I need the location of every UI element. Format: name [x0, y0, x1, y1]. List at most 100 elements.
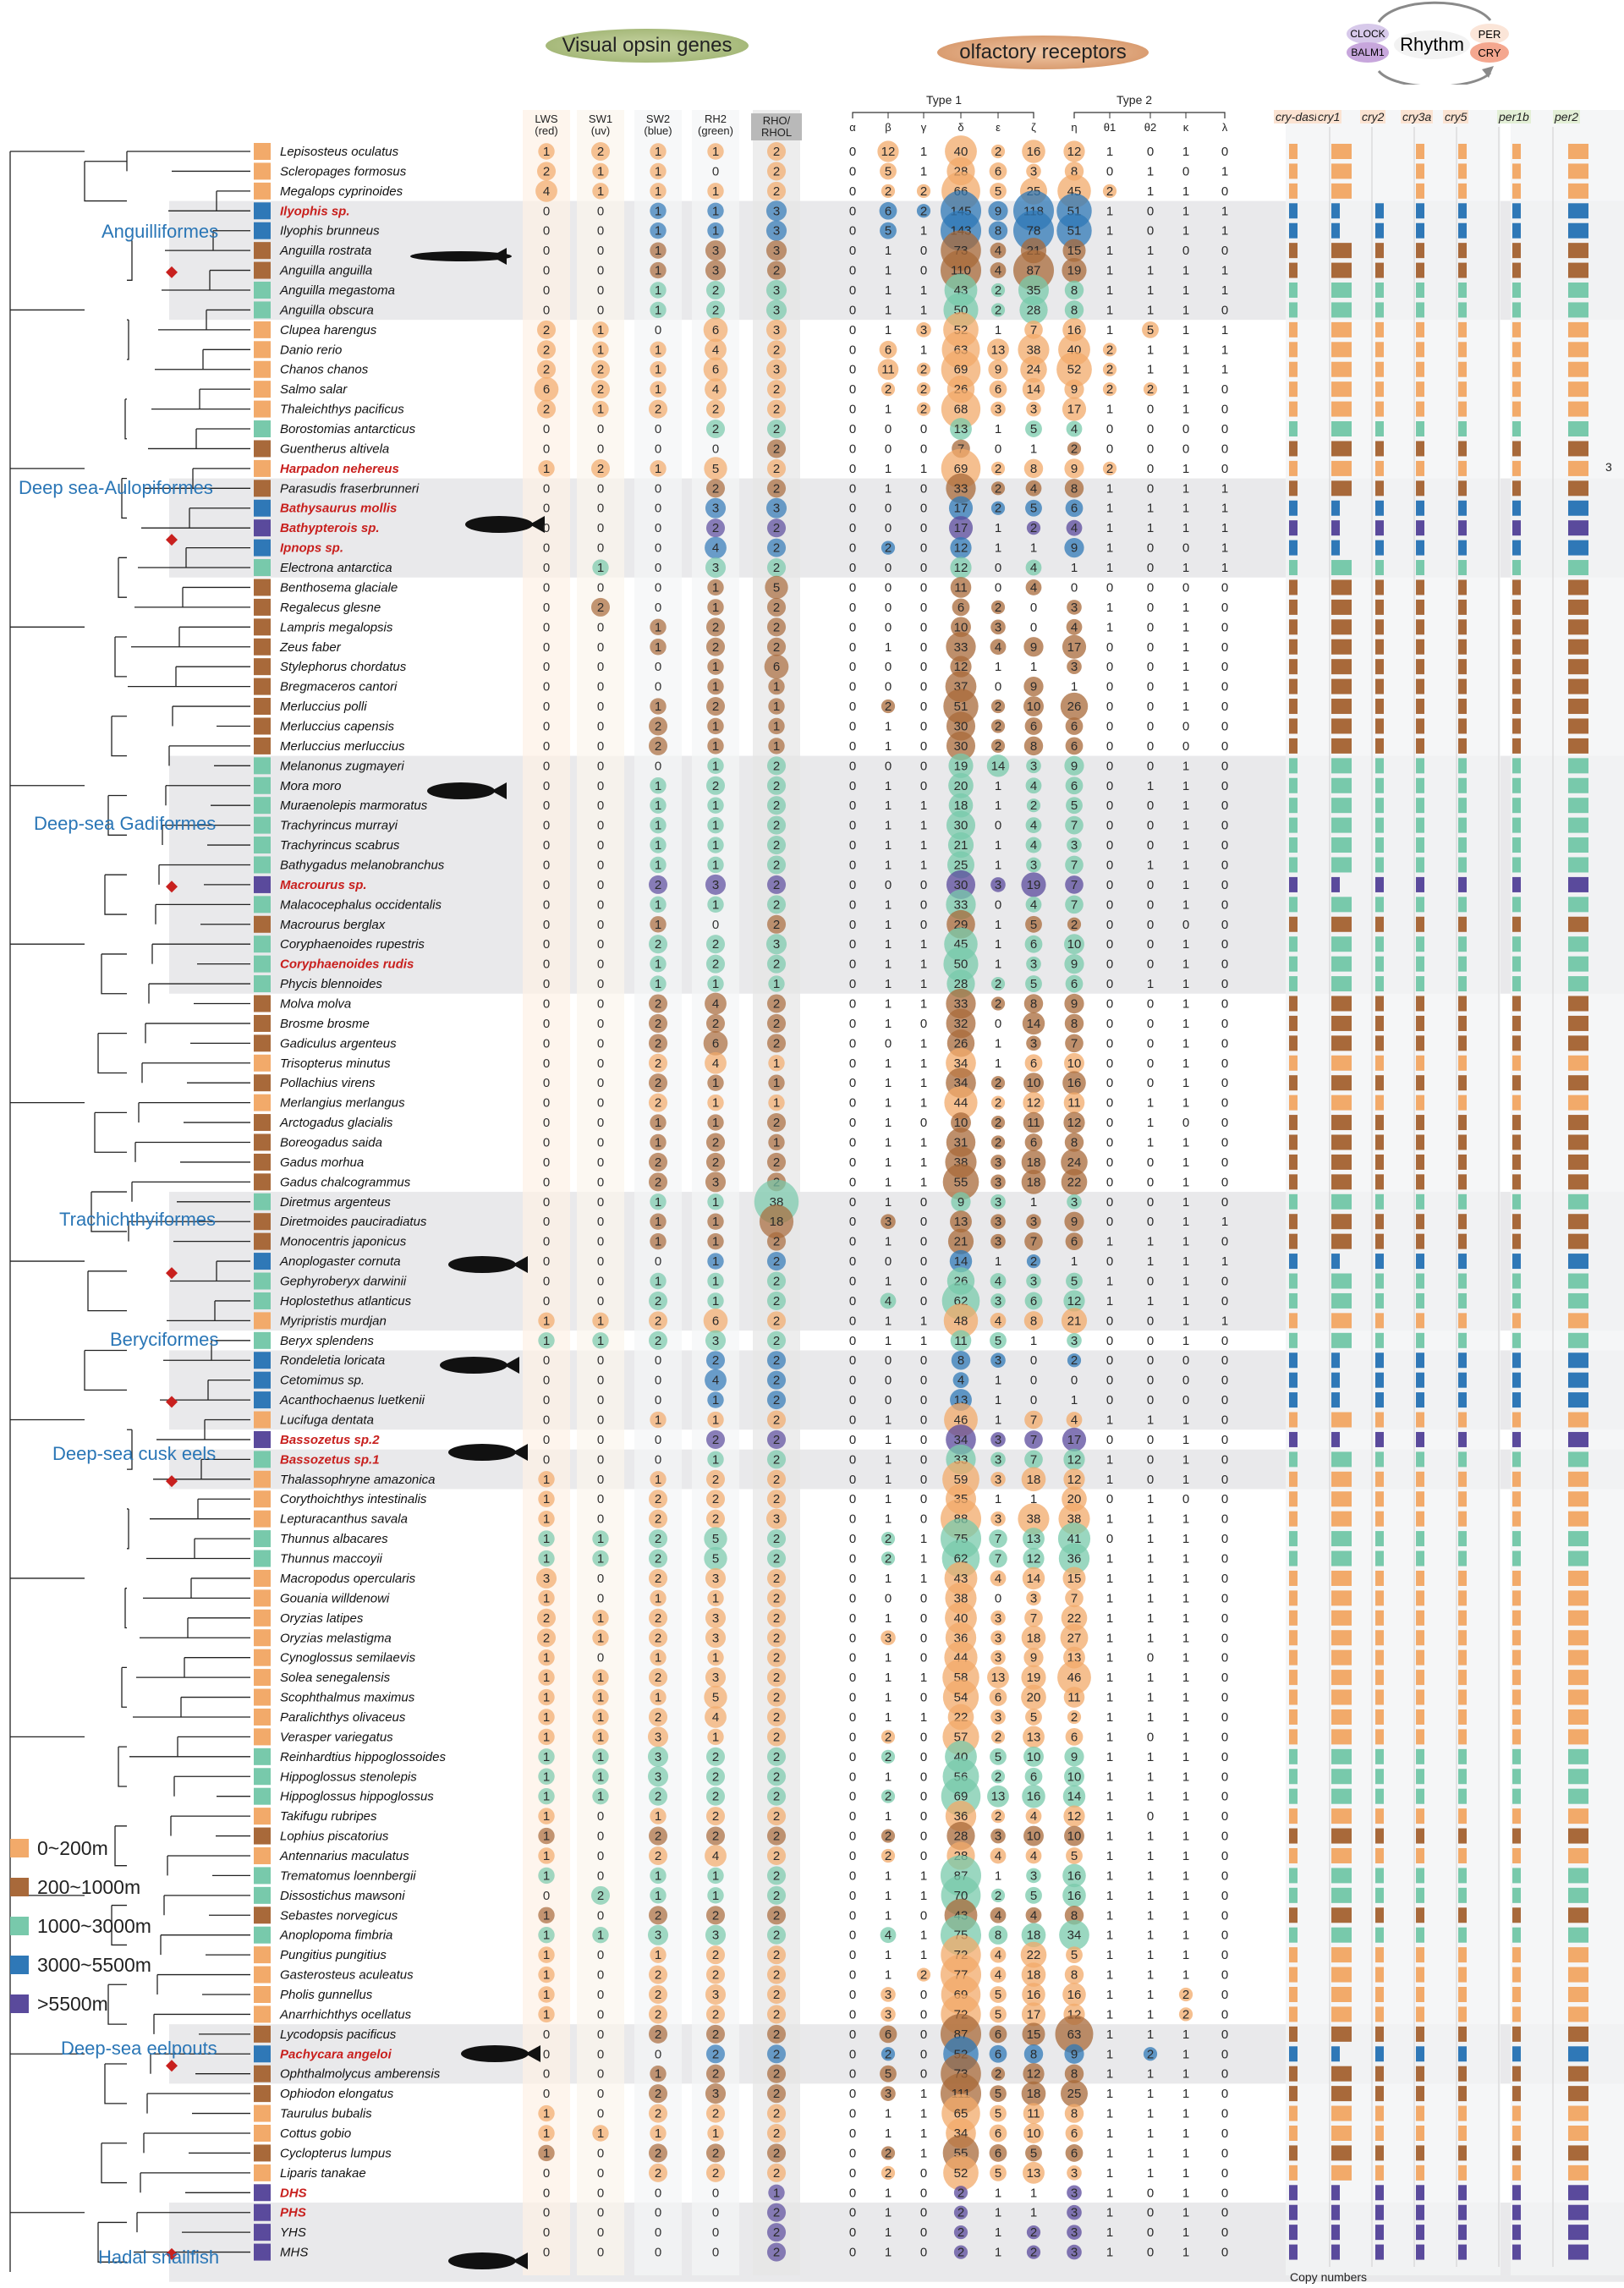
olfactory-value: 0 [920, 719, 927, 733]
value-label: 0 [543, 779, 550, 793]
value-label: 2 [655, 878, 661, 892]
opsin-value: 1 [592, 1768, 609, 1785]
value-bubble [986, 754, 1010, 777]
olfactory-value: 1 [1147, 1948, 1154, 1962]
value-label: 9 [957, 1195, 964, 1210]
olfactory-value: 0 [1221, 1830, 1228, 1844]
olfactory-value: 1 [1106, 2146, 1113, 2160]
value-label: 0 [1147, 1452, 1154, 1467]
olfactory-value: 4 [1025, 777, 1042, 794]
species-name: Harpadon nehereus [280, 462, 399, 476]
value-label: 1 [1182, 1254, 1189, 1269]
opsin-value: 1 [592, 1709, 609, 1726]
olfactory-value: 1 [920, 1889, 927, 1903]
value-bubble [990, 1610, 1006, 1626]
value-label: 0 [597, 2027, 604, 2042]
olfactory-value: 1 [885, 1452, 892, 1467]
value-label: 0 [1106, 779, 1113, 793]
olfactory-value: 0 [1106, 442, 1113, 456]
olfactory-value: 0 [1147, 1809, 1154, 1824]
olfactory-value: 0 [1221, 858, 1228, 872]
rhythm-bar [1375, 1115, 1384, 1131]
value-label: 0 [712, 2186, 719, 2200]
opsin-value: 3 [705, 1627, 727, 1649]
olfactory-value: 0 [920, 2047, 927, 2061]
rhythm-bar [1331, 1055, 1352, 1071]
value-label: 0 [920, 2067, 927, 2082]
olfactory-value: 3 [1026, 857, 1041, 872]
opsin-value: 1 [650, 341, 667, 358]
rhythm-bar [1512, 342, 1521, 358]
clade-node-marker [166, 534, 178, 546]
rhythm-bar [1331, 1392, 1340, 1408]
opsin-value: 2 [766, 141, 787, 162]
value-label: 1 [1147, 264, 1154, 278]
value-label: 28 [954, 1830, 968, 1844]
value-label: 1 [885, 640, 892, 655]
opsin-value: 2 [766, 2005, 787, 2024]
rhythm-bar [1375, 421, 1384, 437]
value-label: 0 [597, 640, 604, 655]
opsin-value: 2 [705, 1490, 726, 1509]
value-label: 6 [1030, 1056, 1037, 1071]
value-label: 0 [655, 1353, 661, 1368]
value-label: 0 [849, 422, 856, 436]
value-label: 0 [1147, 561, 1154, 575]
rhythm-bar [1416, 1491, 1424, 1507]
rhythm-bar [1458, 222, 1467, 239]
value-label: 1 [920, 1155, 927, 1170]
value-label: 1 [1182, 779, 1189, 793]
olfactory-value: 0 [1221, 1017, 1228, 1031]
value-label: 0 [849, 601, 856, 615]
depth-swatch [254, 875, 271, 893]
opsin-value: 2 [766, 1767, 787, 1786]
value-label: 0 [597, 937, 604, 952]
value-bubble [766, 1628, 787, 1648]
olfactory-value: 1 [1182, 1452, 1189, 1467]
value-label: 0 [1147, 719, 1154, 733]
olfactory-value: 50 [943, 946, 979, 982]
olfactory-value: 1 [1147, 1235, 1154, 1249]
value-label: 0 [885, 580, 892, 595]
value-label: 0 [849, 2206, 856, 2220]
species-name: Scophthalmus maximus [280, 1691, 415, 1705]
value-bubble [705, 1807, 726, 1826]
value-label: 1 [1182, 1036, 1189, 1051]
olfactory-value: 0 [920, 1750, 927, 1764]
value-label: 1 [655, 1691, 661, 1705]
rhythm-bar [1289, 1332, 1298, 1348]
olfactory-value: 2 [990, 699, 1006, 714]
opsin-value: 4 [705, 378, 727, 401]
value-label: 2 [773, 819, 780, 833]
olfactory-value: 1 [885, 1908, 892, 1923]
olfactory-value: 36 [945, 1800, 977, 1832]
value-bubble [768, 698, 785, 715]
rhythm-bar [1331, 1233, 1352, 1249]
rhythm-bar [1416, 203, 1424, 219]
olfactory-value: 0 [1221, 1552, 1228, 1566]
depth-swatch [254, 1629, 271, 1647]
value-label: 1 [1071, 1254, 1078, 1269]
value-bubble [1023, 1111, 1045, 1133]
olfactory-value: 1 [1147, 779, 1154, 793]
value-bubble [990, 1748, 1007, 1765]
rhythm-bar [1375, 1511, 1384, 1527]
rhythm-bar [1458, 916, 1467, 932]
opsin-value: 1 [650, 282, 667, 299]
rhythm-bar [1512, 659, 1521, 675]
olfactory-value: 1 [1106, 145, 1113, 159]
olfactory-value: 0 [1147, 1374, 1154, 1388]
opsin-value: 0 [597, 264, 604, 278]
value-label: 3 [712, 1988, 719, 2002]
value-label: 1 [920, 996, 927, 1011]
rhythm-bar [1512, 599, 1521, 615]
opsin-value: 1 [650, 261, 667, 279]
value-bubble [705, 1627, 727, 1649]
value-label: 1 [655, 164, 661, 178]
value-bubble [1065, 776, 1084, 795]
value-label: 6 [1071, 2126, 1078, 2141]
olfactory-value: 0 [1221, 1492, 1228, 1506]
olfactory-value: 0 [1106, 1155, 1113, 1170]
value-label: 0 [849, 580, 856, 595]
olfactory-value: 0 [920, 601, 927, 615]
